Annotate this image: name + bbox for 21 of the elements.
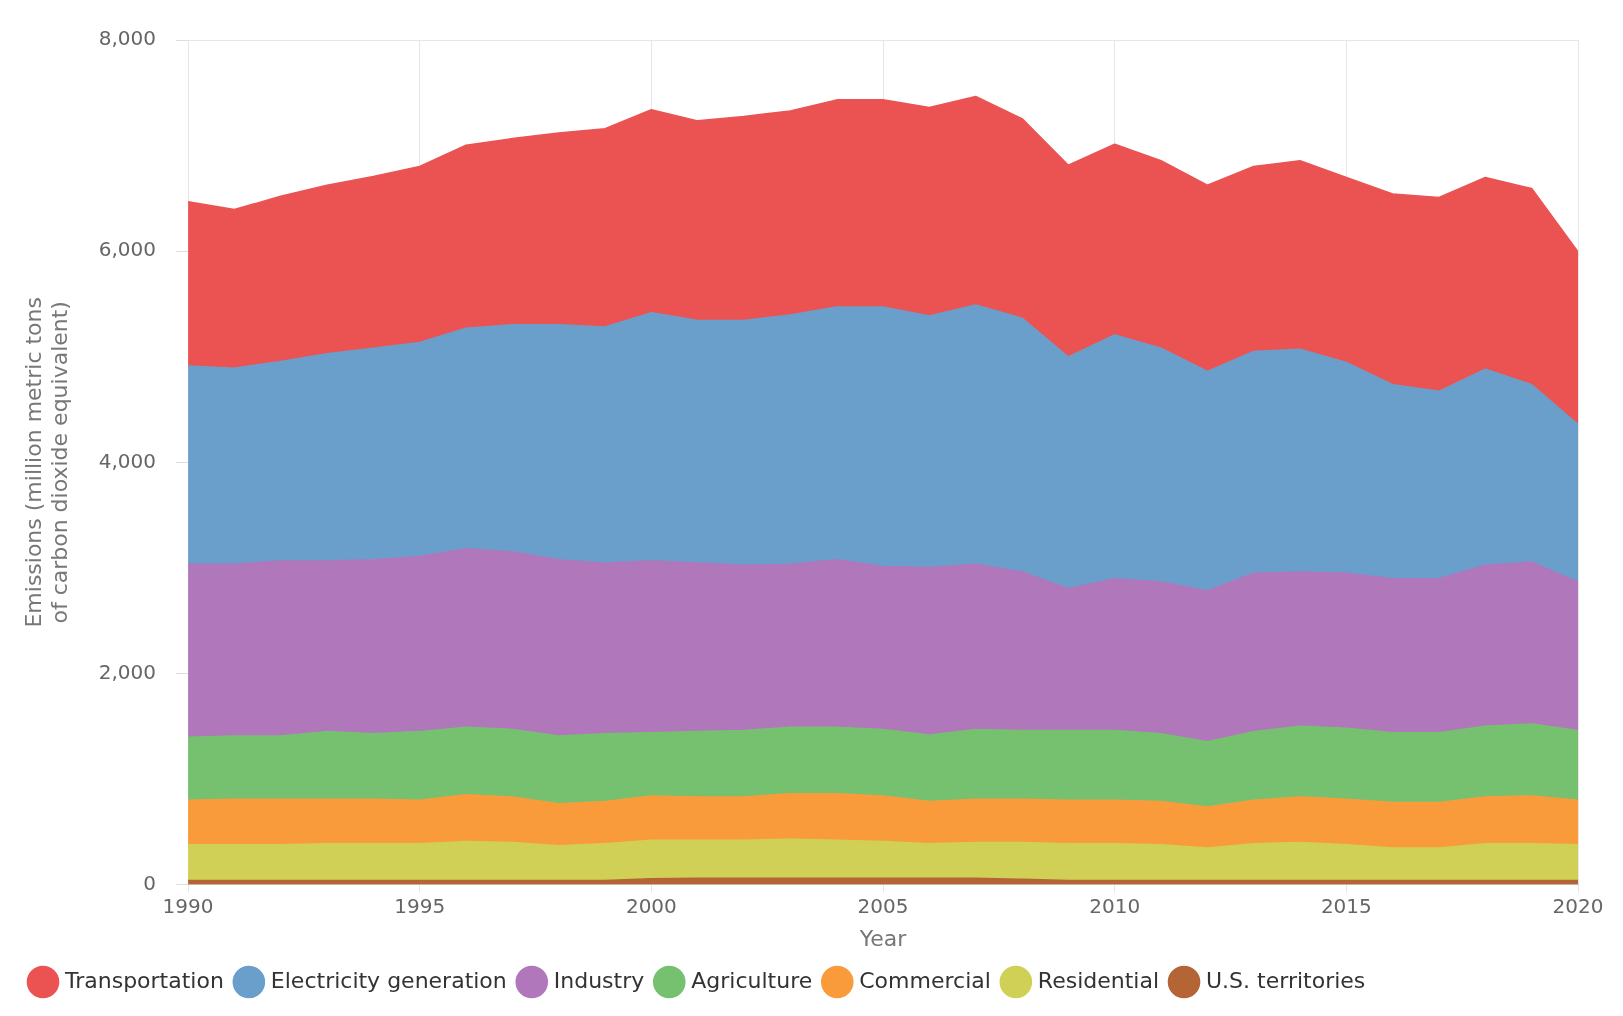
x-tick-label: 1990: [162, 893, 214, 918]
legend-label: Transportation: [64, 967, 224, 993]
x-tick-label: 2005: [857, 893, 909, 918]
y-tick-label: 2,000: [98, 659, 157, 684]
legend-label: Electricity generation: [270, 967, 507, 993]
y-tick-label: 0: [143, 870, 157, 895]
y-axis-title: Emissions (million metric tons of carbon dioxide equivalent): [20, 297, 73, 628]
legend-label: Residential: [1037, 967, 1160, 993]
legend-label: Commercial: [859, 967, 991, 993]
x-tick-label: 1995: [394, 893, 446, 918]
legend-label: U.S. territories: [1206, 967, 1366, 993]
legend-label: Industry: [553, 967, 645, 993]
y-tick-label: 8,000: [98, 26, 157, 51]
y-tick-label: 4,000: [98, 448, 157, 473]
legend-label: Agriculture: [691, 967, 813, 993]
x-axis-title: Year: [858, 925, 908, 951]
x-tick-label: 2000: [625, 893, 677, 918]
x-tick-label: 2010: [1089, 893, 1141, 918]
x-tick-label: 2020: [1552, 893, 1604, 918]
y-tick-label: 6,000: [98, 237, 157, 262]
x-tick-label: 2015: [1320, 893, 1372, 918]
